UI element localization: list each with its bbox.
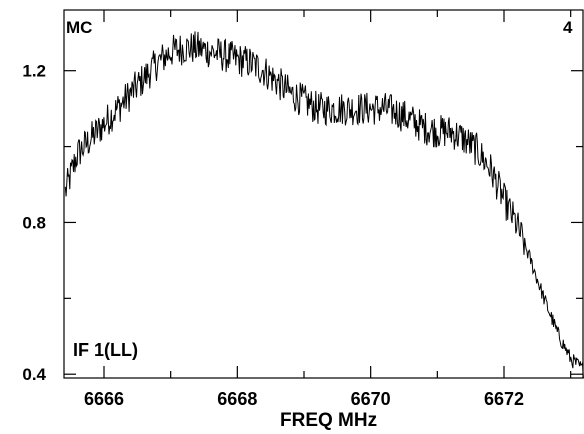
- x-tick-label: 6670: [351, 389, 391, 409]
- axes: [63, 9, 584, 379]
- y-tick-label: 0.8: [22, 213, 46, 232]
- series-line: [64, 31, 584, 379]
- if-channel-label: IF 1(LL): [73, 340, 138, 360]
- plot-frame: [63, 9, 584, 379]
- x-tick-label: 6672: [484, 389, 524, 409]
- x-axis-label: FREQ MHz: [280, 410, 378, 431]
- y-tick-label: 1.2: [22, 62, 46, 81]
- y-tick-label: 0.4: [22, 365, 46, 384]
- ticks: [64, 10, 583, 378]
- top-left-annotation: MC: [66, 18, 93, 37]
- tick-labels: 6666 6668 6670 6672 0.4 0.8 1.2: [22, 62, 524, 409]
- series-layer: [64, 31, 584, 379]
- x-tick-label: 6668: [217, 389, 257, 409]
- x-tick-label: 6666: [84, 389, 124, 409]
- top-right-annotation: 4: [563, 18, 573, 37]
